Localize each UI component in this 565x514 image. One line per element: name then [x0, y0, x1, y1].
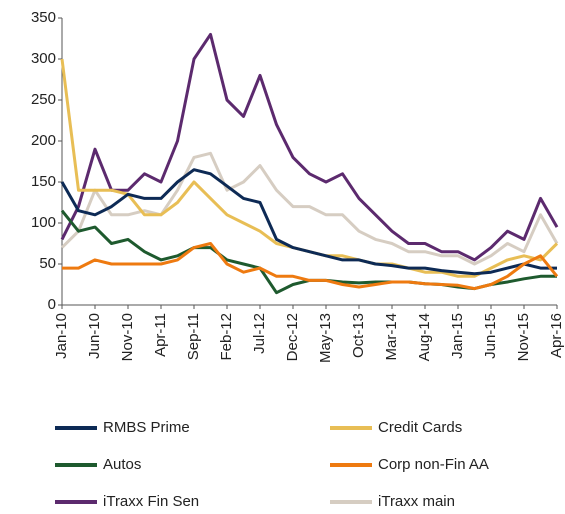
x-tick-label: Jun-15	[482, 313, 499, 359]
legend-label: RMBS Prime	[103, 419, 190, 436]
y-tick-label: 300	[31, 50, 56, 67]
x-tick-label: Aug-14	[416, 313, 433, 361]
x-tick-label: Jan-15	[449, 313, 466, 359]
series-line	[60, 32, 559, 262]
x-tick-label: Jul-12	[251, 313, 268, 354]
x-tick-label: Nov-10	[119, 313, 136, 361]
x-tick-label: Oct-13	[350, 313, 367, 358]
x-tick-label: Nov-15	[515, 313, 532, 361]
x-tick-label: Mar-14	[383, 313, 400, 361]
y-tick-label: 0	[48, 296, 56, 313]
x-tick-label: Jun-10	[86, 313, 103, 359]
x-tick-label: Dec-12	[284, 313, 301, 361]
legend-label: Autos	[103, 456, 141, 473]
y-tick-label: 50	[39, 255, 56, 272]
series-line	[60, 168, 557, 276]
legend-label: iTraxx main	[378, 493, 455, 509]
x-tick-label: Sep-11	[185, 313, 202, 360]
x-tick-label: May-13	[317, 313, 334, 363]
x-tick-label: Apr-16	[548, 313, 565, 358]
legend-label: Corp non-Fin AA	[378, 456, 489, 473]
legend-label: iTraxx Fin Sen	[103, 493, 199, 509]
x-tick-label: Jan-10	[53, 313, 70, 359]
y-tick-label: 100	[31, 214, 56, 231]
x-tick-label: Apr-11	[152, 313, 169, 357]
y-tick-label: 150	[31, 173, 56, 190]
y-tick-label: 250	[31, 91, 56, 108]
series-line	[62, 242, 559, 291]
x-tick-label: Feb-12	[218, 313, 235, 361]
legend-label: Credit Cards	[378, 419, 462, 436]
series-line	[60, 151, 559, 266]
y-tick-label: 200	[31, 132, 56, 149]
y-tick-label: 350	[31, 9, 56, 26]
